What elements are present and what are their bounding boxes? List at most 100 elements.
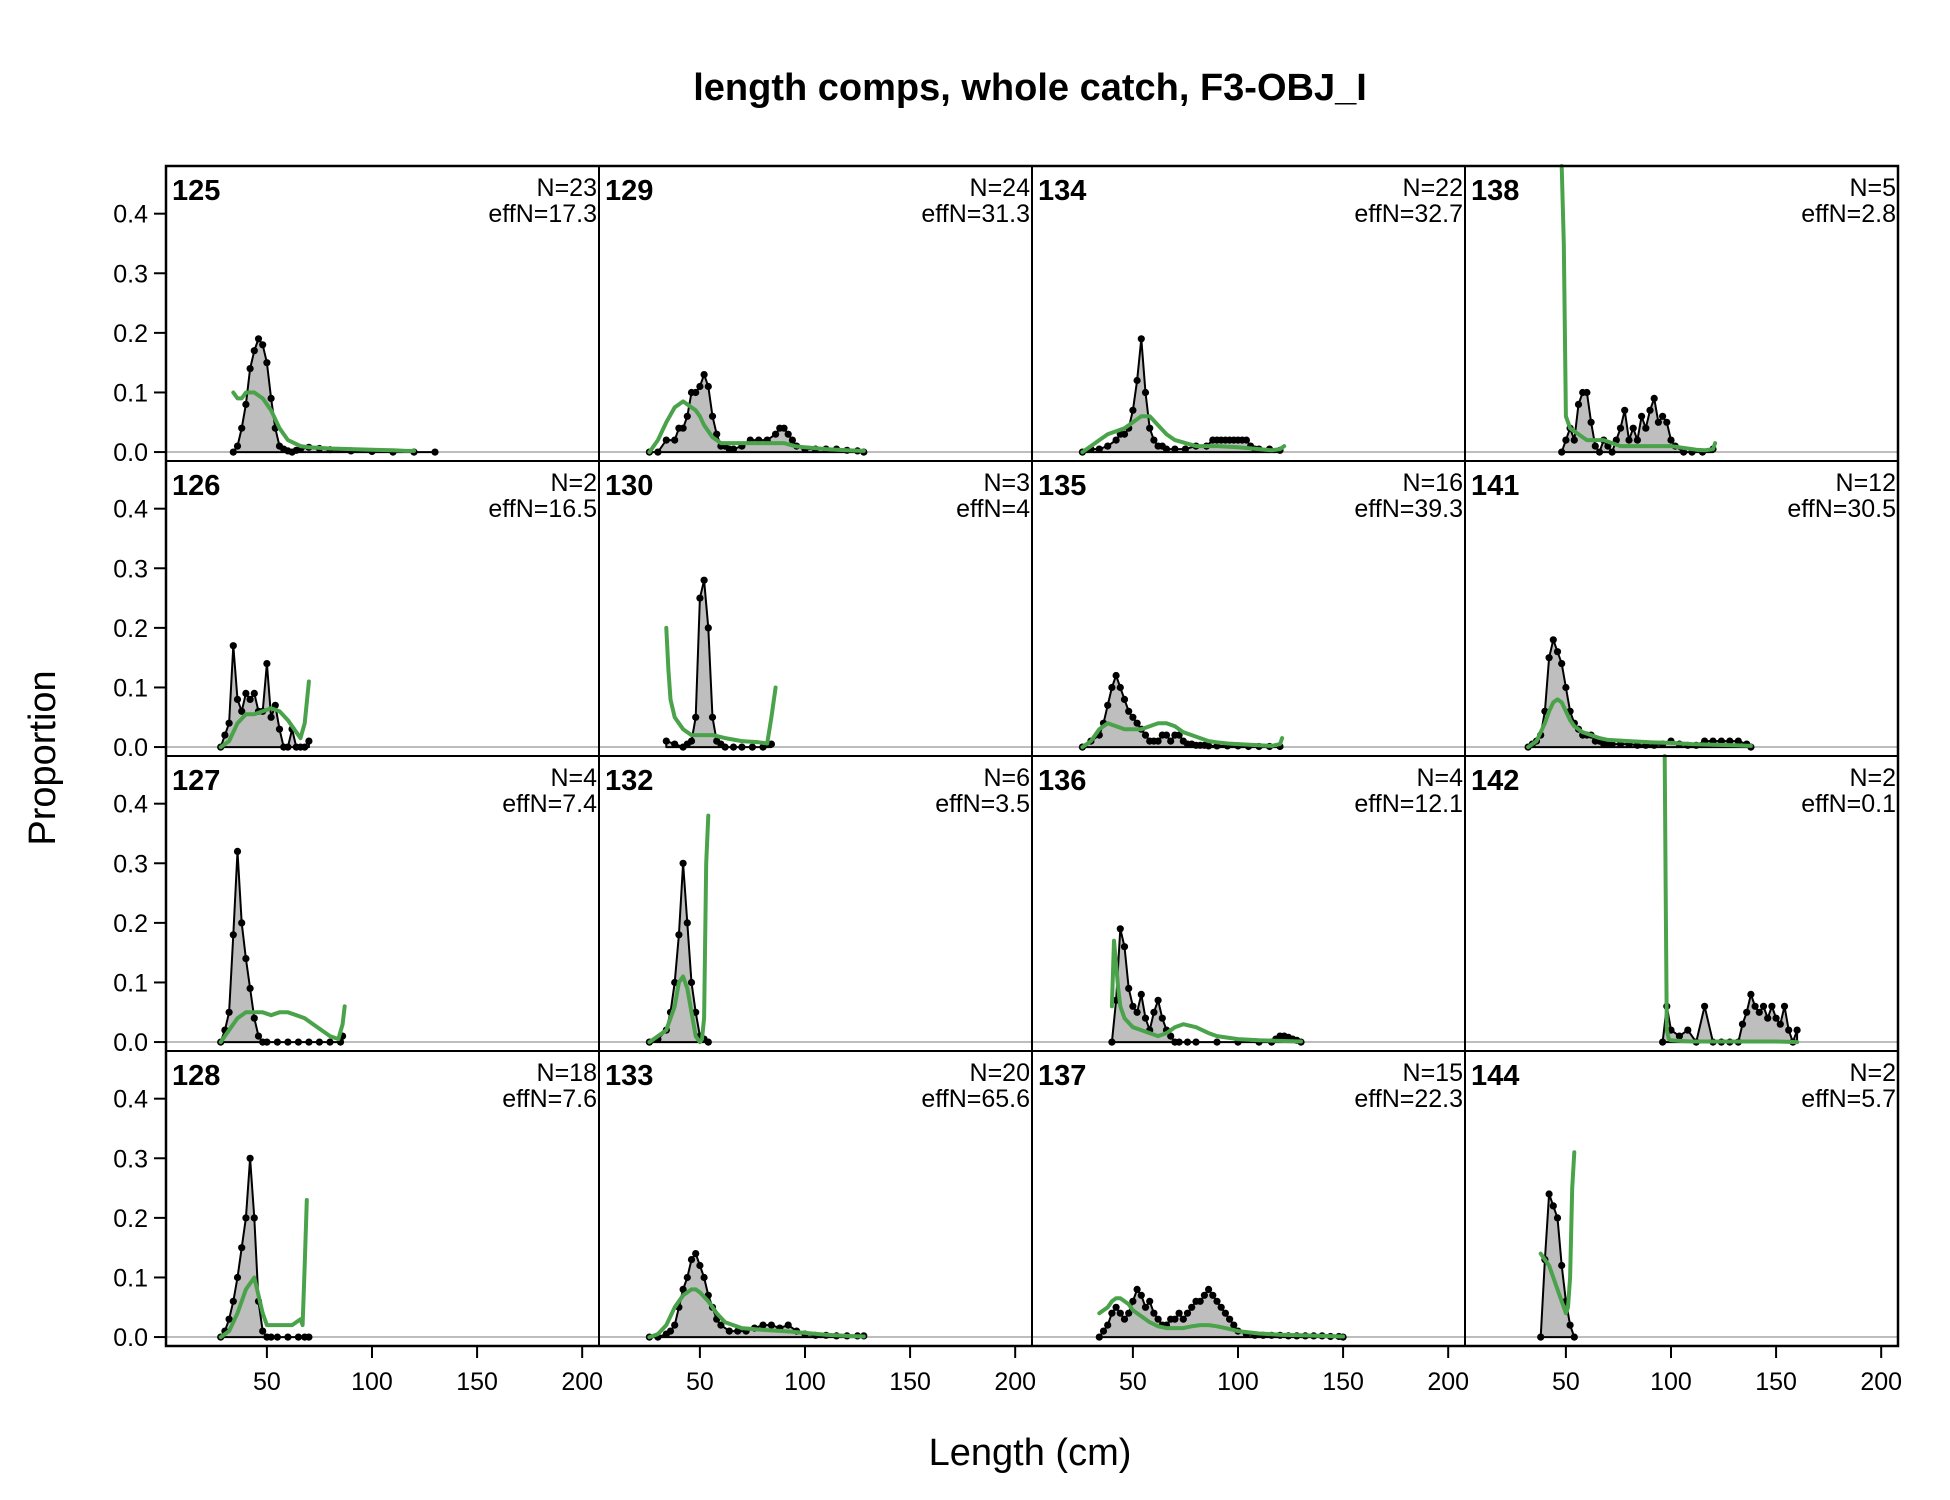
- observed-point: [221, 731, 229, 739]
- y-tick-label: 0.2: [113, 910, 148, 938]
- observed-point: [225, 1008, 233, 1016]
- panel-year-label: 127: [172, 765, 220, 797]
- x-tick-label: 50: [253, 1368, 281, 1396]
- x-tick-label: 150: [889, 1368, 931, 1396]
- panel-n-label: N=6: [983, 764, 1030, 792]
- observed-point: [671, 978, 679, 987]
- observed-point: [1154, 996, 1162, 1004]
- observed-point: [263, 1038, 271, 1046]
- observed-point: [1221, 1309, 1229, 1317]
- observed-point: [748, 743, 757, 751]
- observed-point: [1171, 1315, 1179, 1323]
- observed-point: [250, 347, 258, 355]
- observed-point: [1162, 445, 1171, 453]
- observed-point: [721, 743, 729, 751]
- observed-point: [273, 1038, 281, 1046]
- observed-point: [759, 743, 767, 751]
- observed-point: [1112, 436, 1120, 444]
- observed-point: [1175, 731, 1183, 739]
- panel-n-label: N=16: [1403, 469, 1463, 497]
- observed-point: [692, 1008, 700, 1016]
- observed-point: [692, 388, 700, 397]
- panel-effn-label: effN=4: [956, 495, 1030, 523]
- observed-point: [1104, 701, 1112, 709]
- panel-effn-label: effN=17.3: [488, 200, 597, 228]
- observed-point: [708, 412, 717, 420]
- observed-point: [679, 424, 687, 432]
- panel-n-label: N=2: [550, 469, 597, 497]
- observed-point: [229, 448, 237, 456]
- observed-point: [696, 594, 704, 602]
- observed-point: [683, 919, 691, 927]
- panel-effn-label: effN=0.1: [1801, 790, 1896, 818]
- panel-effn-label: effN=7.6: [502, 1085, 597, 1113]
- panel-year-label: 137: [1038, 1060, 1086, 1092]
- panel-n-label: N=15: [1403, 1059, 1463, 1087]
- y-tick-label: 0.3: [113, 555, 148, 583]
- observed-point: [1772, 1014, 1780, 1022]
- observed-point: [263, 660, 271, 668]
- observed-point: [1112, 671, 1120, 680]
- x-tick-label: 100: [1650, 1368, 1692, 1396]
- observed-point: [1549, 636, 1557, 644]
- y-tick-label: 0.0: [113, 1029, 148, 1057]
- observed-point: [1226, 1315, 1234, 1323]
- panel-effn-label: effN=31.3: [921, 200, 1030, 228]
- panel-effn-label: effN=2.8: [1801, 200, 1896, 228]
- observed-point: [1099, 1327, 1108, 1335]
- observed-point: [1146, 1297, 1154, 1305]
- observed-point: [1574, 400, 1583, 408]
- observed-point: [315, 1038, 323, 1046]
- observed-point: [704, 382, 712, 391]
- y-tick-label: 0.4: [113, 1086, 148, 1114]
- observed-point: [683, 412, 691, 420]
- panel-n-label: N=3: [983, 469, 1030, 497]
- observed-point: [692, 1250, 700, 1258]
- observed-point: [1591, 442, 1599, 450]
- observed-point: [1175, 1309, 1183, 1317]
- x-tick-label: 200: [561, 1368, 603, 1396]
- observed-point: [326, 1038, 334, 1046]
- panel-effn-label: effN=12.1: [1354, 790, 1463, 818]
- observed-point: [704, 1038, 712, 1046]
- observed-point: [294, 1333, 302, 1341]
- observed-point: [1141, 1303, 1150, 1311]
- observed-point: [1217, 1303, 1225, 1311]
- observed-point: [1162, 731, 1171, 739]
- expected-line: [1559, 164, 1718, 453]
- observed-point: [692, 713, 700, 721]
- observed-point: [738, 743, 746, 751]
- observed-point: [1650, 394, 1658, 402]
- panel-year-label: 133: [605, 1060, 653, 1092]
- observed-point: [267, 1333, 275, 1341]
- observed-point: [263, 359, 271, 367]
- panel-n-label: N=2: [1849, 1059, 1896, 1087]
- observed-point: [1616, 424, 1625, 432]
- observed-point: [246, 365, 254, 373]
- observed-point: [1785, 1026, 1793, 1034]
- observed-point: [1137, 1291, 1145, 1299]
- observed-point: [1776, 1020, 1784, 1028]
- observed-point: [1759, 1002, 1768, 1010]
- y-tick-label: 0.4: [113, 496, 148, 524]
- observed-point: [1108, 1309, 1116, 1317]
- panel-effn-label: effN=5.7: [1801, 1085, 1896, 1113]
- observed-point: [1133, 1008, 1141, 1016]
- observed-point: [1205, 742, 1213, 750]
- observed-point: [1200, 1291, 1208, 1299]
- observed-point: [1116, 683, 1124, 692]
- observed-point: [1633, 436, 1641, 444]
- observed-point: [1625, 436, 1633, 444]
- y-tick-label: 0.0: [113, 734, 148, 762]
- observed-point: [704, 624, 712, 632]
- observed-point: [1553, 648, 1562, 656]
- panel-n-label: N=2: [1849, 764, 1896, 792]
- observed-point: [1587, 418, 1595, 426]
- observed-point: [431, 448, 439, 456]
- observed-point: [1104, 1321, 1112, 1329]
- axes-group: 0.0 0.1 0.2 0.3 0.4 0.0 0.1 0.2 0.3 0.4 0.0 0.1 0.2 0…: [113, 164, 1902, 1396]
- panel-n-label: N=5: [1849, 174, 1896, 202]
